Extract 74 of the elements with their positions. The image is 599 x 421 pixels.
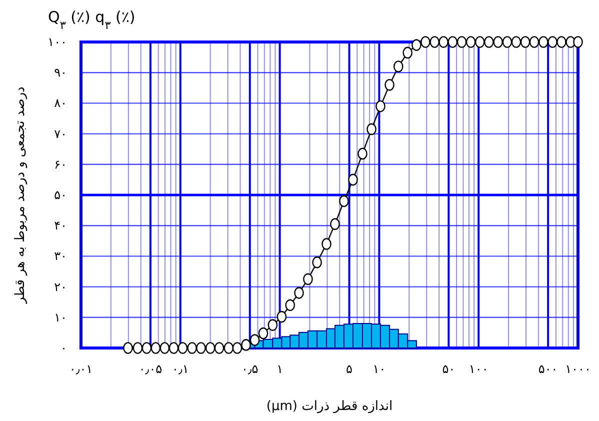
point [303, 273, 313, 286]
point [160, 342, 170, 354]
point [294, 287, 304, 299]
point [556, 36, 566, 48]
point [502, 36, 512, 48]
point [187, 342, 197, 354]
point [250, 334, 260, 346]
point [123, 342, 133, 354]
point [493, 36, 503, 48]
point [376, 100, 386, 112]
point [268, 319, 278, 331]
point [548, 36, 558, 48]
point [322, 238, 332, 250]
x-tick-label: ۰٫۵ [241, 362, 258, 376]
point [384, 78, 394, 91]
y-tick-label: ۲۰ [54, 280, 67, 294]
point [339, 195, 349, 208]
x-tick-label: ۵ [346, 362, 353, 376]
point [448, 36, 458, 48]
point [511, 36, 522, 48]
point [150, 342, 161, 354]
y-tick-label: ۹۰ [54, 66, 67, 80]
point [538, 36, 548, 48]
y-axis-title: درصد تجمعی و درصد مربوط به هر قطر [13, 86, 28, 304]
point [205, 342, 216, 354]
point [241, 339, 251, 351]
y-tick-label: ۱۰۰ [48, 35, 67, 49]
point [438, 36, 448, 48]
point [366, 123, 376, 136]
point [466, 36, 476, 48]
x-tick-label: ۱۰۰ [468, 362, 488, 376]
point [412, 39, 422, 51]
point [520, 36, 530, 48]
x-tick-label: ۰٫۰۱ [69, 362, 93, 376]
x-tick-label: ۰٫۱ [172, 362, 189, 376]
point [456, 36, 467, 48]
point [132, 342, 143, 354]
point [529, 36, 540, 48]
y-tick-label: ۵۰ [54, 188, 67, 202]
x-tick-label: ۵۰ [442, 362, 456, 376]
x-tick-label: ۵۰۰ [538, 362, 558, 376]
point [430, 36, 440, 48]
x-axis-title: اندازه قطر ذرات (μm) [266, 399, 393, 414]
point [348, 174, 358, 186]
point [573, 36, 583, 48]
point [420, 36, 430, 48]
point [474, 36, 485, 48]
point [214, 342, 224, 354]
point [358, 148, 368, 160]
point [178, 342, 188, 354]
y-tick-label: ۳۰ [54, 249, 67, 264]
point [402, 46, 412, 59]
point [258, 327, 268, 340]
point [312, 256, 322, 268]
point [232, 342, 242, 354]
y-tick-label: ۱۰ [54, 310, 67, 324]
y-tick-label: ۷۰ [54, 126, 67, 141]
point [224, 342, 234, 354]
x-tick-label: ۰٫۰۵ [138, 362, 162, 376]
y-tick-label: ۴۰ [54, 218, 67, 233]
point [330, 218, 340, 230]
x-tick-label: ۱۰ [372, 362, 386, 376]
y-tick-label: ۰ [60, 341, 67, 355]
point [484, 36, 494, 48]
x-tick-label: ۱۰۰۰ [565, 362, 591, 376]
point [196, 342, 206, 354]
y-tick-label: ۸۰ [54, 96, 67, 110]
point [276, 310, 287, 323]
point [393, 60, 404, 72]
x-tick-label: ۱ [276, 362, 284, 376]
point [142, 342, 152, 354]
point [168, 342, 179, 354]
point [285, 299, 296, 312]
y-tick-label: ۶۰ [54, 157, 67, 172]
